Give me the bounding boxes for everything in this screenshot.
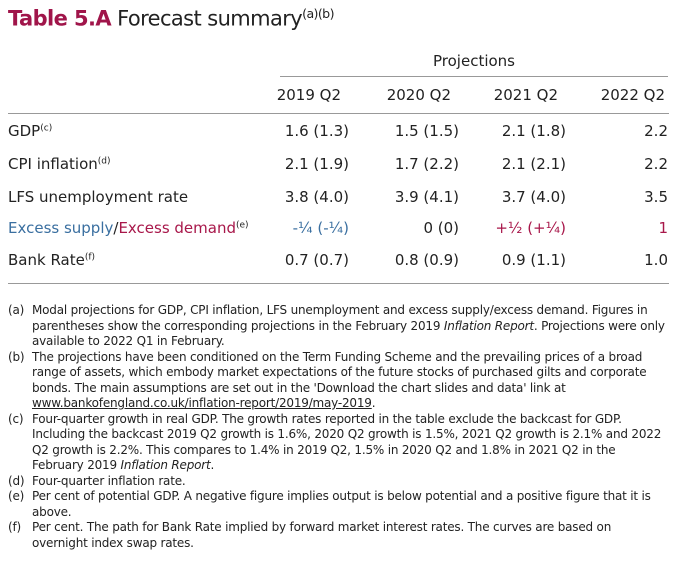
- column-header: 2020 Q2: [386, 86, 451, 104]
- projections-header: Projections: [280, 52, 668, 77]
- cell-value: 1.0: [644, 251, 668, 269]
- footnotes: (a) Modal projections for GDP, CPI inflat…: [8, 303, 668, 551]
- cell-value: 0.9 (1.1): [501, 251, 566, 269]
- row-label: LFS unemployment rate: [8, 188, 189, 206]
- cell-value: 3.9 (4.1): [394, 188, 459, 206]
- cell-value: 1.5 (1.5): [394, 122, 459, 140]
- table-row: GDP(c) 1.6 (1.3) 1.5 (1.5) 2.1 (1.8) 2.2: [8, 122, 668, 144]
- row-label: Excess supply/Excess demand(e): [8, 219, 249, 237]
- cell-value: 0.7 (0.7): [284, 251, 349, 269]
- table-row: LFS unemployment rate 3.8 (4.0) 3.9 (4.1) 3…: [8, 188, 668, 210]
- cell-value: 2.1 (1.8): [501, 122, 566, 140]
- table-row: CPI inflation(d) 2.1 (1.9) 1.7 (2.2) 2.1 (2…: [8, 155, 668, 177]
- table-row: Bank Rate(f) 0.7 (0.7) 0.8 (0.9) 0.9 (1.1) 1…: [8, 251, 668, 273]
- cell-value: +½ (+¼): [495, 219, 566, 237]
- divider: [8, 113, 669, 114]
- cell-value: 3.7 (4.0): [501, 188, 566, 206]
- footnote: (c) Four-quarter growth in real GDP. The …: [8, 411, 662, 473]
- cell-value: -¼ (-¼): [292, 219, 349, 237]
- report-link[interactable]: www.bankofengland.co.uk/inflation-report…: [32, 396, 372, 410]
- column-header: 2022 Q2: [600, 86, 665, 104]
- cell-value: 0.8 (0.9): [394, 251, 459, 269]
- row-label: CPI inflation(d): [8, 155, 111, 173]
- cell-value: 1: [658, 219, 668, 237]
- column-header: 2021 Q2: [493, 86, 558, 104]
- cell-value: 2.2: [644, 155, 668, 173]
- row-label: Bank Rate(f): [8, 251, 96, 269]
- footnote: (a) Modal projections for GDP, CPI inflat…: [8, 303, 665, 348]
- table-title: Table 5.A Forecast summary(a)(b): [8, 6, 334, 31]
- footnote: (d) Four-quarter inflation rate.: [8, 473, 186, 488]
- cell-value: 2.2: [644, 122, 668, 140]
- footnote: (e) Per cent of potential GDP. A negative…: [8, 489, 651, 519]
- column-header: 2019 Q2: [276, 86, 341, 104]
- cell-value: 3.8 (4.0): [284, 188, 349, 206]
- table-row: Excess supply/Excess demand(e) -¼ (-¼) 0 (…: [8, 219, 668, 241]
- footnote: (f) Per cent. The path for Bank Rate impl…: [8, 520, 612, 550]
- cell-value: 2.1 (2.1): [501, 155, 566, 173]
- divider: [8, 283, 669, 284]
- cell-value: 1.7 (2.2): [394, 155, 459, 173]
- cell-value: 3.5: [644, 188, 668, 206]
- footnote: (b) The projections have been conditioned…: [8, 349, 647, 411]
- cell-value: 0 (0): [423, 219, 459, 237]
- cell-value: 1.6 (1.3): [284, 122, 349, 140]
- row-label: GDP(c): [8, 122, 53, 140]
- cell-value: 2.1 (1.9): [284, 155, 349, 173]
